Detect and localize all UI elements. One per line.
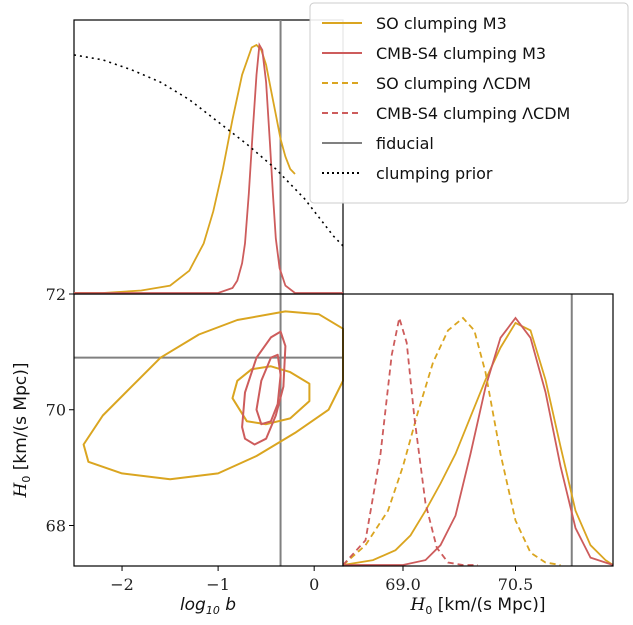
bottom-right-panel: 69.0 70.5 H0 [km/(s Mpc)] — [342, 293, 614, 617]
legend-box — [309, 2, 629, 204]
bottom-left-panel: −2 −1 0 68 70 72 log10 b H0 [km/(s Mpc)] — [11, 285, 344, 617]
bottom-left-ytick-label: 70 — [46, 401, 66, 420]
bottom-left-xtick-label: 0 — [309, 575, 319, 594]
contour-so-clumping-m3-inner — [231, 365, 311, 426]
legend-label-cmb-s4-clumping-cdm: CMB-S4 clumping ΛCDM — [376, 104, 570, 123]
legend-label-so-clumping-cdm: SO clumping ΛCDM — [376, 74, 531, 93]
top-left-curve-clumping-prior — [73, 54, 344, 247]
legend-label-fiducial: fiducial — [376, 134, 434, 153]
bottom-left-xtick-label: −2 — [110, 575, 134, 594]
bottom-left-ylabel: H0 [km/(s Mpc)] — [11, 363, 33, 499]
bottom-right-xlabel: H0 [km/(s Mpc)] — [410, 595, 546, 617]
bottom-right-curve-cmb-s4-clumping-m3 — [343, 316, 614, 566]
bottom-left-xlabel: log10 b — [180, 595, 236, 617]
bottom-right-curve-cmb-s4-clumping-cdm — [342, 317, 478, 566]
top-left-panel — [73, 19, 344, 295]
bottom-left-frame — [73, 293, 344, 567]
legend: SO clumping M3 CMB-S4 clumping M3 SO clump… — [309, 2, 629, 204]
bottom-left-xtick-label: −1 — [206, 575, 230, 594]
bottom-right-curve-so-clumping-cdm — [342, 316, 561, 566]
contour-so-clumping-m3-outer — [82, 310, 344, 481]
contour-cmb-s4-clumping-m3-outer — [241, 330, 287, 446]
top-left-curve-so-clumping-m3 — [74, 43, 296, 294]
legend-label-so-clumping-m3: SO clumping M3 — [376, 14, 507, 33]
top-left-curve-cmb-s4-clumping-m3 — [74, 42, 343, 294]
bottom-left-ytick-label: 72 — [46, 285, 66, 304]
bottom-right-xtick-label: 70.5 — [498, 575, 534, 594]
top-left-frame — [73, 19, 344, 295]
bottom-left-ytick-label: 68 — [46, 516, 66, 535]
legend-label-cmb-s4-clumping-m3: CMB-S4 clumping M3 — [376, 44, 546, 63]
bottom-right-frame — [342, 293, 614, 567]
contour-cmb-s4-clumping-m3-inner — [255, 353, 282, 426]
bottom-right-xtick-label: 69.0 — [385, 575, 421, 594]
legend-label-clumping-prior: clumping prior — [376, 164, 493, 183]
